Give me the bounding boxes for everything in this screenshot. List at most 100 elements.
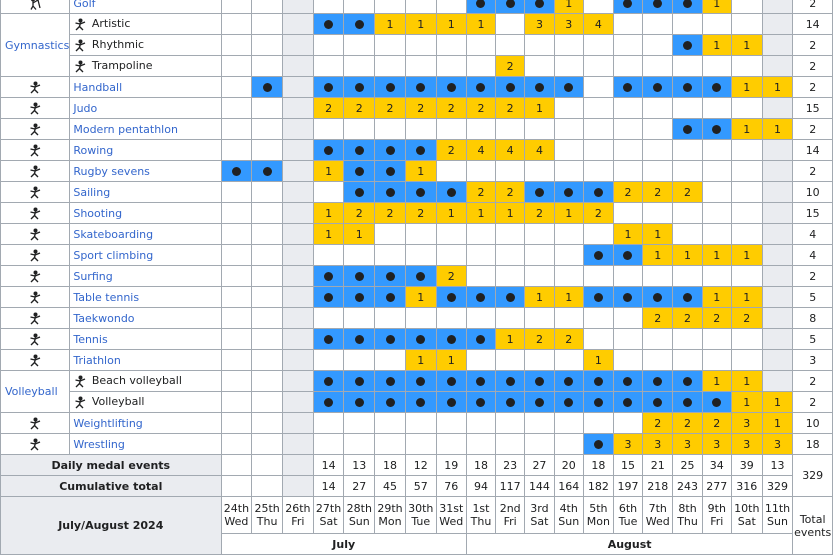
day-cell <box>672 97 703 119</box>
cumulative-count: 277 <box>701 475 732 497</box>
date-header: 25th Thu <box>251 496 283 534</box>
day-cell: 2 <box>404 202 437 224</box>
day-cell <box>282 160 314 182</box>
day-cell <box>435 34 467 56</box>
event-dot-icon <box>593 293 603 302</box>
day-cell <box>282 55 314 77</box>
event-dot-icon <box>354 293 364 302</box>
sport-name-link[interactable]: Taekwondo <box>69 307 222 329</box>
sport-name-link[interactable]: Weightlifting <box>69 412 222 434</box>
day-cell <box>701 97 732 119</box>
day-cell <box>312 139 345 161</box>
sport-name-link[interactable]: Sport climbing <box>69 244 222 266</box>
discipline-label: Rhythmic <box>91 38 145 52</box>
day-cell: 1 <box>730 370 763 392</box>
day-cell: 4 <box>524 139 555 161</box>
day-cell <box>553 370 584 392</box>
date-header: 11th Sun <box>761 496 794 534</box>
day-cell <box>220 0 253 14</box>
day-cell <box>553 55 584 77</box>
event-dot-icon <box>446 398 456 407</box>
skateboarding-icon <box>28 228 43 241</box>
day-cell <box>761 370 794 392</box>
date-day: 7th <box>648 502 667 515</box>
day-cell <box>312 433 345 455</box>
day-cell: 1 <box>730 391 763 413</box>
day-cell <box>495 370 526 392</box>
date-header: 30th Tue <box>404 496 437 534</box>
day-cell <box>312 349 345 371</box>
day-cell <box>343 433 376 455</box>
day-cell <box>495 223 526 245</box>
event-dot-icon <box>683 125 693 134</box>
day-cell <box>251 76 283 98</box>
day-cell <box>465 55 497 77</box>
day-cell <box>220 55 253 77</box>
event-dot-icon <box>416 272 426 281</box>
sport-name-link[interactable]: Rugby sevens <box>69 160 222 182</box>
sport-row: Modern pentathlon 1 1 2 <box>0 118 833 140</box>
sport-total: 2 <box>792 34 833 56</box>
day-cell: 1 <box>435 13 467 35</box>
day-cell: 3 <box>524 13 555 35</box>
sport-name-link[interactable]: Modern pentathlon <box>69 118 222 140</box>
day-cell <box>701 349 732 371</box>
sport-name-link[interactable]: Golf <box>69 0 222 14</box>
event-dot-icon <box>593 377 603 386</box>
day-cell <box>495 349 526 371</box>
sport-name-link[interactable]: Shooting <box>69 202 222 224</box>
sport-name-link[interactable]: Skateboarding <box>69 223 222 245</box>
day-cell <box>612 97 644 119</box>
day-cell <box>582 286 614 308</box>
event-dot-icon <box>354 335 364 344</box>
date-weekday: Sun <box>558 515 580 528</box>
day-cell <box>730 97 763 119</box>
sport-group-label[interactable]: Volleyball <box>0 370 71 413</box>
day-cell <box>612 55 644 77</box>
day-cell <box>404 391 437 413</box>
sport-name-link[interactable]: Table tennis <box>69 286 222 308</box>
sport-name-link[interactable]: Sailing <box>69 181 222 203</box>
event-dot-icon <box>324 272 334 281</box>
day-cell: 1 <box>730 34 763 56</box>
day-cell: 2 <box>312 97 345 119</box>
day-cell <box>761 34 794 56</box>
day-cell <box>251 0 283 14</box>
date-header: 24th Wed <box>220 496 253 534</box>
day-cell <box>251 97 283 119</box>
day-cell <box>701 391 732 413</box>
total-events-label: Total events <box>792 496 833 555</box>
sport-name-link[interactable]: Tennis <box>69 328 222 350</box>
day-cell: 1 <box>524 97 555 119</box>
sport-name-link[interactable]: Triathlon <box>69 349 222 371</box>
event-dot-icon <box>262 167 272 176</box>
day-cell <box>251 370 283 392</box>
sport-name-link[interactable]: Handball <box>69 76 222 98</box>
day-cell <box>374 286 406 308</box>
day-cell <box>672 202 703 224</box>
day-cell <box>642 34 674 56</box>
sport-name-link[interactable]: Judo <box>69 97 222 119</box>
event-dot-icon <box>385 377 395 386</box>
event-dot-icon <box>416 398 426 407</box>
day-cell <box>730 265 763 287</box>
date-weekday: Tue <box>618 515 638 528</box>
day-cell <box>404 307 437 329</box>
event-dot-icon <box>446 335 456 344</box>
sport-group-label[interactable]: Gymnastics <box>0 13 71 77</box>
sport-total: 2 <box>792 55 833 77</box>
day-cell: 2 <box>404 97 437 119</box>
day-cell <box>553 433 584 455</box>
sport-name-link[interactable]: Surfing <box>69 265 222 287</box>
sport-name-link[interactable]: Rowing <box>69 139 222 161</box>
day-cell <box>495 13 526 35</box>
day-cell <box>761 244 794 266</box>
sport-name-link[interactable]: Wrestling <box>69 433 222 455</box>
day-cell <box>220 349 253 371</box>
event-dot-icon <box>354 146 364 155</box>
sport-total: 15 <box>792 97 833 119</box>
gymnastics-artistic-icon <box>73 18 88 31</box>
event-dot-icon <box>623 251 633 260</box>
day-cell: 1 <box>730 118 763 140</box>
event-dot-icon <box>385 398 395 407</box>
